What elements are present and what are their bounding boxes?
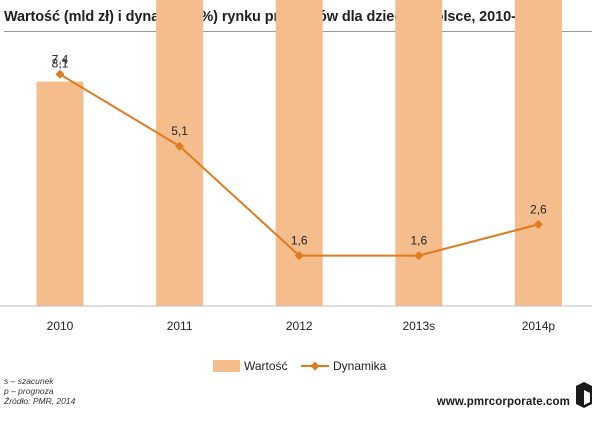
dynamika-marker-2010: [55, 69, 65, 79]
legend-dynamika-marker: [310, 361, 320, 371]
dynamika-marker-2011: [175, 141, 185, 151]
dynamika-marker-2012: [294, 251, 304, 261]
dynamika-label-2011: 5,1: [171, 124, 188, 138]
legend-dynamika-label: Dynamika: [333, 359, 387, 373]
website-link[interactable]: www.pmrcorporate.com: [436, 396, 570, 408]
x-tick-2011: 2011: [167, 319, 193, 333]
dynamika-label-2014p: 2,6: [530, 202, 547, 216]
note-forecast: p – prognoza: [4, 386, 54, 396]
x-tick-2010: 2010: [47, 319, 74, 333]
bar-2011: [156, 0, 204, 306]
dynamika-label-2010: 7,4: [52, 52, 69, 66]
dynamika-marker-2014p: [533, 219, 543, 229]
note-estimate: s – szacunek: [4, 376, 54, 386]
footnotes: s – szacunek p – prognoza Źródło: PMR, 2…: [4, 376, 75, 406]
dynamika-label-2013s: 1,6: [410, 234, 427, 248]
pmr-logo-icon: [576, 382, 592, 408]
bar-2010: [36, 81, 84, 306]
dynamika-label-2012: 1,6: [291, 234, 308, 248]
legend-wartosc-label: Wartość: [244, 359, 288, 373]
x-tick-2014p: 2014p: [522, 319, 556, 333]
x-tick-2012: 2012: [286, 319, 313, 333]
bar-2014p: [514, 0, 562, 307]
x-tick-2013s: 2013s: [402, 319, 435, 333]
bar-label-2010: 8,1: [52, 57, 69, 71]
note-source: Źródło: PMR, 2014: [4, 396, 76, 406]
dynamika-marker-2013s: [414, 251, 424, 261]
legend-wartosc-swatch: [213, 360, 240, 372]
